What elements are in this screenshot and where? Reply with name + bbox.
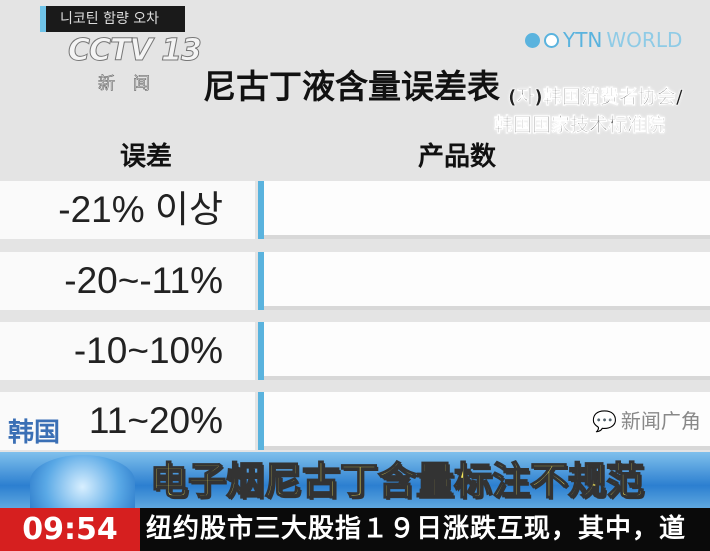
column-header-error: 误差 (120, 142, 173, 172)
globe-icon (30, 455, 135, 508)
cctv-logo: CCTV 13 (68, 33, 203, 68)
table-row: 11~20% (0, 392, 710, 450)
ytn-dot-icon (544, 32, 559, 48)
table-row: -10~10% (0, 322, 710, 380)
clock: 09:54 (0, 508, 140, 551)
watermark-text: 新闻广角 (620, 409, 701, 433)
ytn-label: YTN (563, 28, 603, 52)
wechat-icon: 💬 (592, 409, 617, 433)
ytn-dot-icon (525, 32, 540, 48)
column-header-count: 产品数 (418, 142, 497, 172)
row-bar (258, 322, 710, 380)
watermark: 💬 新闻广角 (592, 408, 701, 434)
row-label: -20~-11% (0, 252, 255, 310)
row-label: -10~10% (0, 322, 255, 380)
row-label: 11~20% (0, 392, 255, 450)
chart-title: 尼古丁液含量误差表 (203, 67, 500, 106)
korean-caption-bar: 니코틴 함량 오차 (40, 6, 185, 32)
world-label: WORLD (606, 28, 683, 52)
table-row: -20~-11% (0, 252, 710, 310)
row-label: -21% 이상 (0, 181, 255, 239)
row-bar (258, 392, 710, 450)
headline: 电子烟尼古丁含量标注不规范 (149, 458, 645, 504)
table-row: -21% 이상 (0, 181, 710, 239)
row-bar (258, 252, 710, 310)
source-line-2: 韩国国家技术标准院 (494, 114, 666, 137)
cctv-news-label: 新闻 (98, 74, 168, 95)
news-ticker: 纽约股市三大股指１９日涨跌互现，其中，道 (140, 508, 710, 551)
ytn-world-logo: YTN WORLD (525, 28, 682, 52)
source-line-1: (자)韩国消费者协会/ (508, 86, 683, 109)
row-bar (258, 181, 710, 239)
region-label: 韩国 (8, 418, 61, 448)
